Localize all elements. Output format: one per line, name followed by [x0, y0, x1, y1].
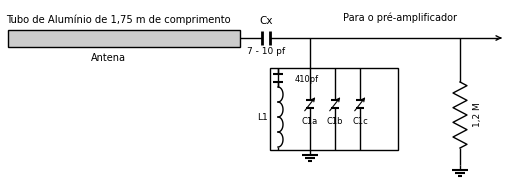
Text: Tubo de Alumínio de 1,75 m de comprimento: Tubo de Alumínio de 1,75 m de compriment… — [6, 15, 230, 25]
Bar — [270, 68, 398, 150]
Text: 7 - 10 pf: 7 - 10 pf — [247, 48, 285, 56]
Text: 410pf: 410pf — [295, 75, 319, 83]
Text: Cx: Cx — [259, 16, 273, 26]
Text: L1: L1 — [258, 114, 268, 122]
Bar — [8, 30, 240, 47]
Text: C1c: C1c — [352, 117, 368, 127]
Text: C1a: C1a — [302, 117, 318, 127]
Text: 1,2 M: 1,2 M — [473, 103, 483, 127]
Text: Antena: Antena — [91, 53, 126, 63]
Text: Para o pré-amplificador: Para o pré-amplificador — [343, 13, 457, 23]
Text: C1b: C1b — [327, 117, 343, 127]
